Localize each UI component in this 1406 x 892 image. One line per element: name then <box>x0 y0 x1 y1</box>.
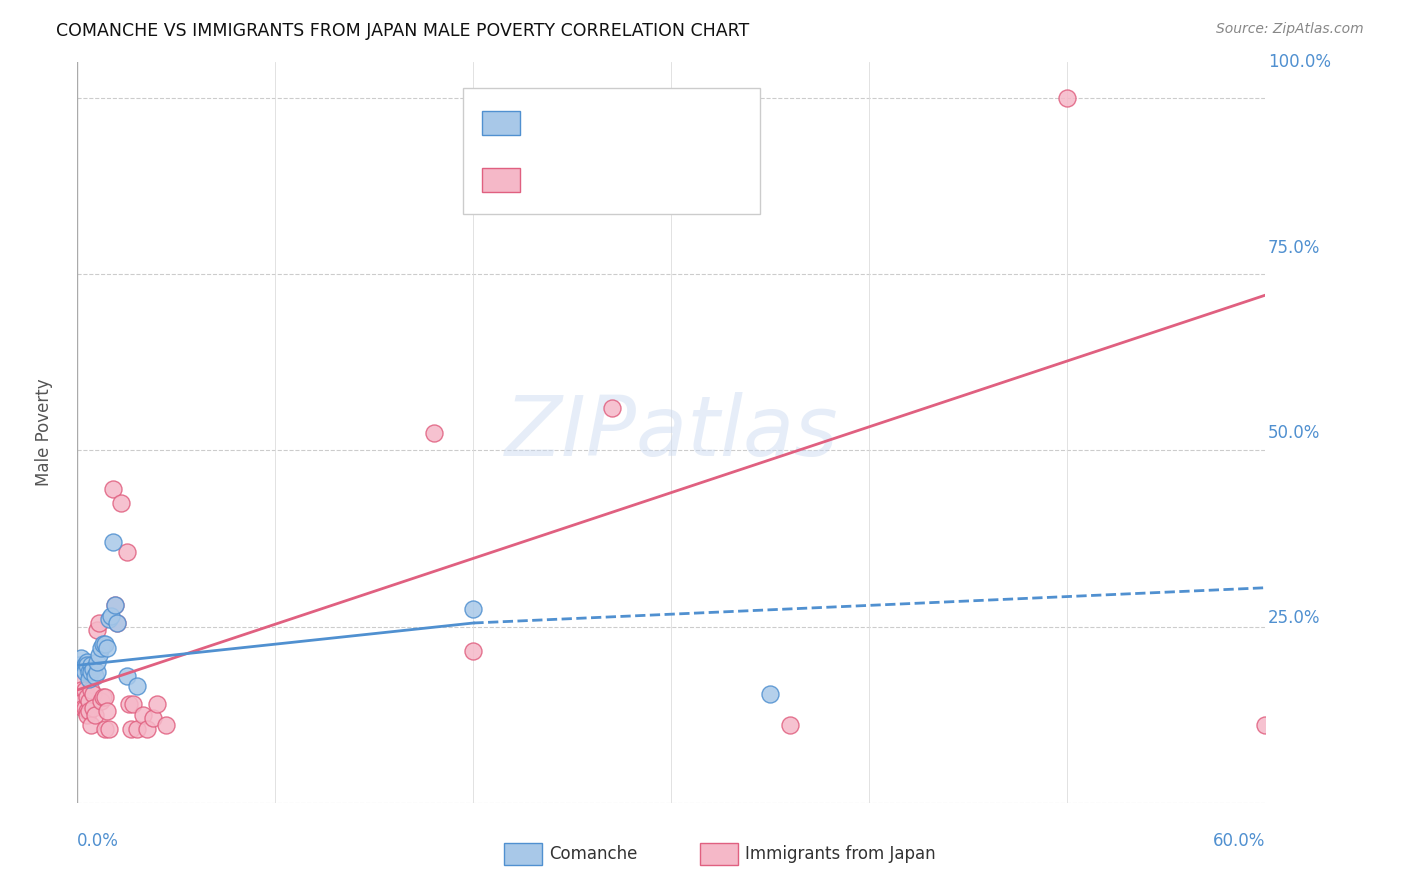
Point <box>94 690 117 704</box>
Point <box>91 690 114 704</box>
Text: Comanche: Comanche <box>548 845 637 863</box>
Point <box>104 599 127 613</box>
Point <box>84 669 107 683</box>
Point <box>80 665 103 680</box>
Point <box>72 662 94 676</box>
Point <box>87 615 110 630</box>
Point <box>779 718 801 732</box>
Point <box>100 609 122 624</box>
Text: 29: 29 <box>673 113 700 133</box>
Point <box>120 722 142 736</box>
Text: COMANCHE VS IMMIGRANTS FROM JAPAN MALE POVERTY CORRELATION CHART: COMANCHE VS IMMIGRANTS FROM JAPAN MALE P… <box>56 22 749 40</box>
Point <box>135 722 157 736</box>
Point <box>101 482 124 496</box>
Point <box>76 704 98 718</box>
Text: 75.0%: 75.0% <box>1268 238 1320 257</box>
Point <box>77 704 100 718</box>
FancyBboxPatch shape <box>503 843 541 865</box>
Point <box>76 690 98 704</box>
Point <box>1254 718 1277 732</box>
Point <box>75 700 97 714</box>
Text: 44: 44 <box>673 170 702 190</box>
Point <box>90 640 112 655</box>
Point <box>86 665 108 680</box>
Point <box>101 535 124 549</box>
Text: 0.184: 0.184 <box>571 113 633 133</box>
Point <box>131 707 153 722</box>
Point <box>104 599 127 613</box>
Point <box>72 693 94 707</box>
Point <box>75 683 97 698</box>
Text: 0.535: 0.535 <box>571 170 631 190</box>
Point <box>86 655 108 669</box>
FancyBboxPatch shape <box>700 843 738 865</box>
Point <box>105 615 128 630</box>
Point <box>118 697 141 711</box>
Point <box>77 673 100 687</box>
Text: 0.0%: 0.0% <box>77 832 120 850</box>
Point <box>72 700 94 714</box>
Point <box>76 707 98 722</box>
Point <box>80 718 103 732</box>
Point <box>98 612 121 626</box>
Point <box>115 545 138 559</box>
Point <box>96 704 118 718</box>
Point <box>76 655 98 669</box>
Text: N =: N = <box>636 170 679 190</box>
Text: 25.0%: 25.0% <box>1268 608 1320 627</box>
Point <box>463 644 485 658</box>
Point <box>84 707 107 722</box>
Text: 60.0%: 60.0% <box>1213 832 1265 850</box>
Point <box>76 658 98 673</box>
Point <box>67 676 90 690</box>
Point <box>94 722 117 736</box>
Point <box>70 651 93 665</box>
Text: 100.0%: 100.0% <box>1268 54 1330 71</box>
Point <box>463 602 485 616</box>
Point <box>121 697 143 711</box>
Text: Source: ZipAtlas.com: Source: ZipAtlas.com <box>1216 22 1364 37</box>
Point <box>125 722 148 736</box>
Point <box>98 722 121 736</box>
Text: R =: R = <box>531 170 574 190</box>
Point <box>77 665 100 680</box>
Text: R =: R = <box>531 113 574 133</box>
FancyBboxPatch shape <box>464 88 761 214</box>
Point <box>96 640 118 655</box>
Text: Male Poverty: Male Poverty <box>35 379 53 486</box>
Point <box>75 658 97 673</box>
Point <box>67 658 90 673</box>
Point <box>91 637 114 651</box>
Point <box>145 697 167 711</box>
Text: N =: N = <box>636 113 679 133</box>
FancyBboxPatch shape <box>482 169 520 192</box>
Point <box>80 658 103 673</box>
Text: Immigrants from Japan: Immigrants from Japan <box>745 845 935 863</box>
Point <box>80 683 103 698</box>
Text: ZIPatlas: ZIPatlas <box>505 392 838 473</box>
Point <box>87 648 110 662</box>
Point <box>75 665 97 680</box>
Point <box>82 686 104 700</box>
Point <box>142 711 165 725</box>
Point <box>125 680 148 694</box>
FancyBboxPatch shape <box>482 112 520 135</box>
Point <box>90 693 112 707</box>
Point <box>77 693 100 707</box>
Point <box>94 637 117 651</box>
Point <box>759 686 782 700</box>
Point <box>70 683 93 698</box>
Point <box>105 615 128 630</box>
Point <box>82 662 104 676</box>
Point <box>82 700 104 714</box>
Point <box>600 401 623 415</box>
Point <box>423 425 446 440</box>
Point <box>1056 91 1078 105</box>
Point <box>110 496 132 510</box>
Point <box>155 718 177 732</box>
Text: 50.0%: 50.0% <box>1268 424 1320 442</box>
Point <box>115 669 138 683</box>
Point <box>86 623 108 637</box>
